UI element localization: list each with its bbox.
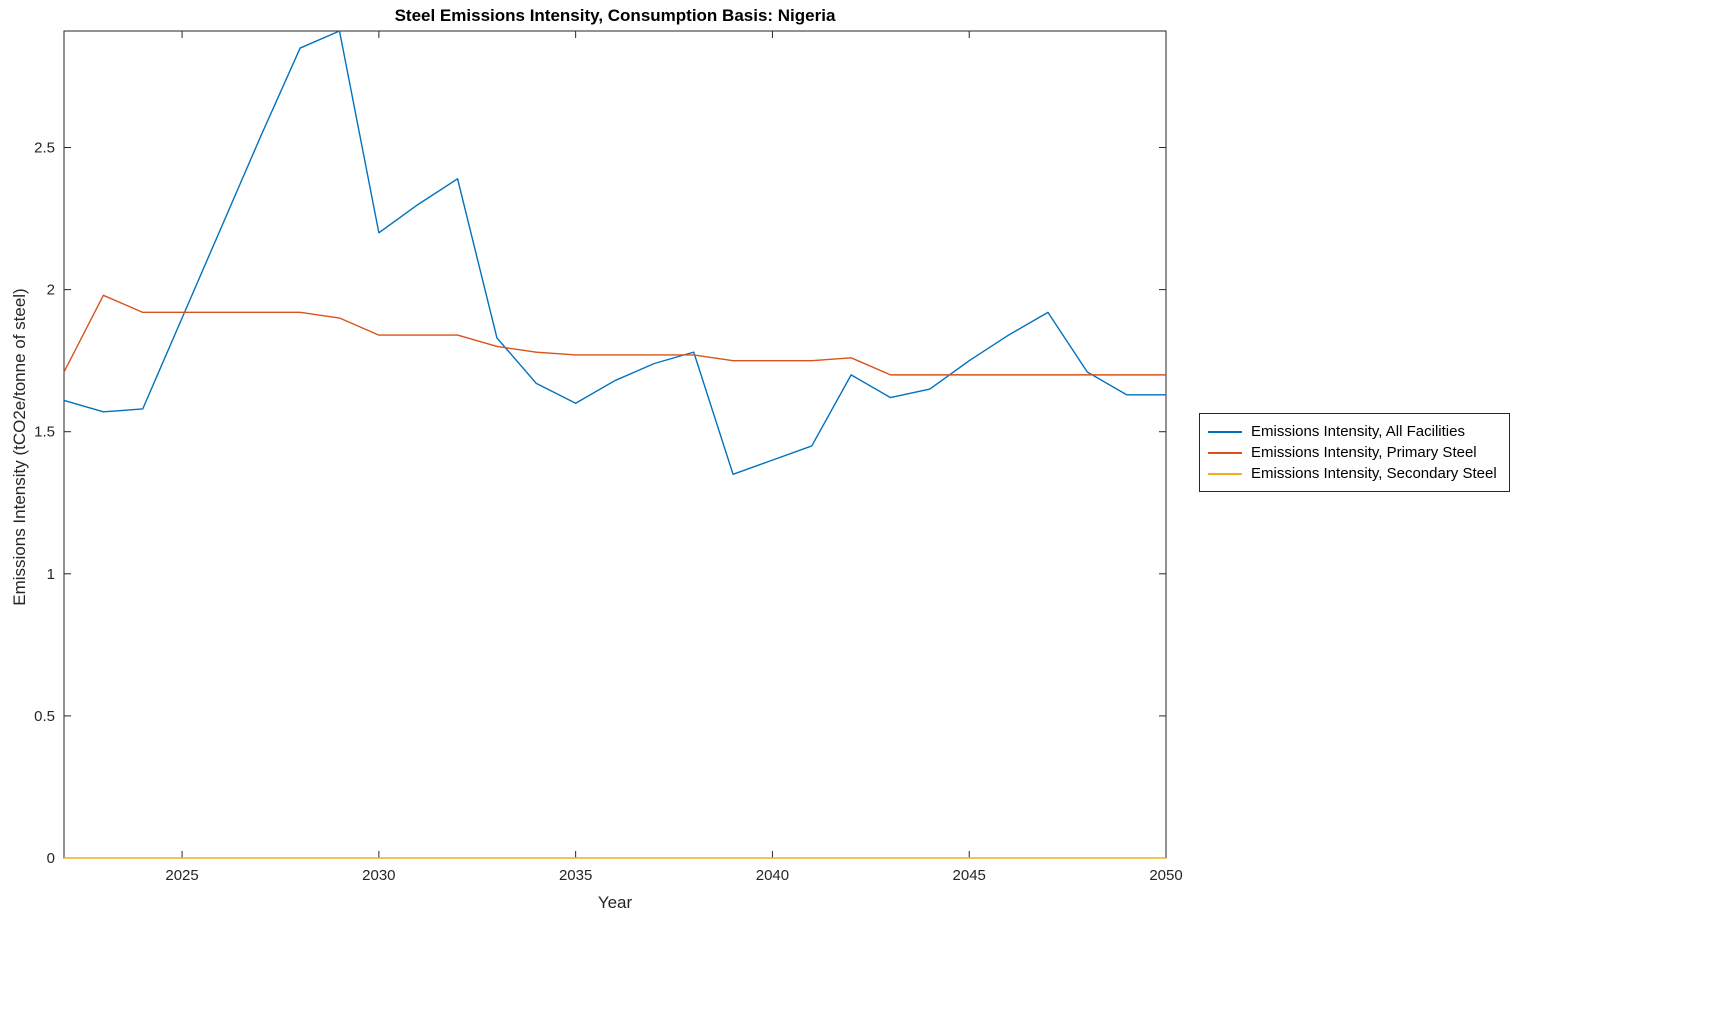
legend-swatch [1208,472,1242,475]
x-tick-label: 2050 [1149,867,1182,884]
y-tick-label: 2 [47,282,55,299]
x-tick-label: 2045 [953,867,986,884]
legend: Emissions Intensity, All Facilities Emiss… [1199,413,1510,492]
x-axis-label: Year [597,893,633,912]
x-tick-label: 2030 [362,867,395,884]
legend-swatch [1208,451,1242,454]
legend-item: Emissions Intensity, Secondary Steel [1208,463,1497,484]
legend-swatch [1208,430,1242,433]
series-line-0 [63,30,1166,476]
y-tick-label: 0 [47,850,55,867]
x-tick-label: 2035 [559,867,592,884]
legend-label: Emissions Intensity, Secondary Steel [1251,465,1497,482]
y-tick-label: 1 [47,566,55,583]
legend-label: Emissions Intensity, All Facilities [1251,423,1465,440]
series-line-1 [63,294,1166,376]
legend-item: Emissions Intensity, Primary Steel [1208,442,1497,463]
x-tick-label: 2040 [756,867,789,884]
y-axis-label: Emissions Intensity (tCO2e/tonne of stee… [10,288,29,606]
legend-label: Emissions Intensity, Primary Steel [1251,444,1477,461]
y-tick-label: 2.5 [34,140,55,157]
y-tick-label: 0.5 [34,708,55,725]
y-tick-label: 1.5 [34,424,55,441]
legend-item: Emissions Intensity, All Facilities [1208,421,1497,442]
x-tick-label: 2025 [165,867,198,884]
axes-box [63,30,1167,859]
chart-title: Steel Emissions Intensity, Consumption B… [394,6,836,25]
